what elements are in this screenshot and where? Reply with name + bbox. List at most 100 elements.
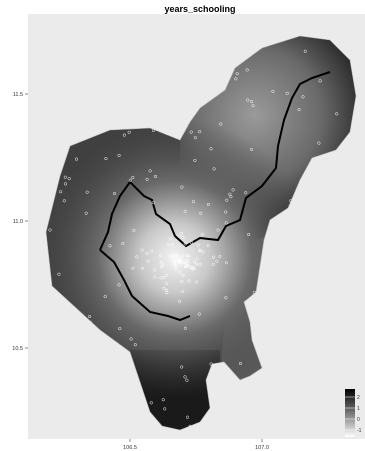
sample-point xyxy=(180,185,184,189)
sample-point xyxy=(145,177,149,181)
sample-point xyxy=(166,243,170,247)
sample-point xyxy=(158,254,163,258)
sample-point xyxy=(197,248,201,252)
sample-point xyxy=(171,258,175,262)
sample-point xyxy=(234,77,238,81)
sample-point xyxy=(176,259,181,263)
sample-point xyxy=(183,209,187,213)
district-boundary xyxy=(99,71,331,251)
sample-point xyxy=(184,264,188,268)
sample-point xyxy=(229,195,233,199)
sample-point xyxy=(62,199,66,203)
sample-point xyxy=(194,262,199,266)
sample-point xyxy=(198,130,202,134)
sample-point xyxy=(133,343,137,347)
sample-point xyxy=(185,378,189,382)
sample-point xyxy=(174,253,178,257)
sample-point xyxy=(161,398,165,402)
sample-point xyxy=(160,265,164,269)
sample-point xyxy=(178,260,182,264)
y-tick-label: 11.5 xyxy=(13,92,23,98)
sample-point xyxy=(211,255,216,259)
province-outline xyxy=(45,35,357,431)
sample-point xyxy=(67,177,71,181)
sample-point xyxy=(180,280,184,284)
sample-point xyxy=(185,415,190,419)
sample-point xyxy=(59,190,63,194)
sample-point xyxy=(318,79,322,83)
sample-point xyxy=(209,147,213,151)
sample-point xyxy=(178,299,182,304)
sample-point xyxy=(285,91,289,95)
sample-point xyxy=(212,167,216,171)
sample-point xyxy=(135,255,139,259)
sample-point xyxy=(84,211,88,215)
sample-point xyxy=(117,283,121,287)
sample-point xyxy=(250,147,254,152)
sample-point xyxy=(159,276,163,280)
x-tick-label: 106.5 xyxy=(123,445,137,451)
sample-point xyxy=(131,175,135,180)
sample-point xyxy=(85,190,89,194)
sample-point xyxy=(303,49,307,53)
y-axis: 11.5 11.0 10.5 xyxy=(12,92,28,352)
legend-colorbar xyxy=(345,389,355,437)
sample-point xyxy=(146,259,150,263)
sample-point xyxy=(128,178,132,182)
sample-point xyxy=(297,108,301,112)
sample-point xyxy=(148,169,152,173)
sample-point xyxy=(187,279,191,283)
sample-point xyxy=(74,157,79,161)
legend-label: 1 xyxy=(357,406,360,412)
sample-point xyxy=(179,231,184,235)
sample-point xyxy=(206,202,210,206)
sample-point xyxy=(335,112,339,116)
sample-point xyxy=(231,188,235,192)
y-tick-label: 10.5 xyxy=(12,346,23,352)
sample-point xyxy=(192,266,196,270)
sample-point xyxy=(218,255,222,259)
sample-point xyxy=(190,265,194,269)
sample-point xyxy=(150,249,154,253)
sample-point xyxy=(245,68,249,72)
sample-point xyxy=(193,158,197,163)
sample-point xyxy=(181,289,185,294)
sample-point xyxy=(235,72,239,76)
legend-label: 0 xyxy=(357,417,360,423)
sample-point xyxy=(224,210,228,214)
sample-point xyxy=(188,265,192,269)
sample-point xyxy=(246,98,250,102)
sample-point xyxy=(129,337,133,341)
sample-point xyxy=(117,153,121,158)
x-tick-label: 107.0 xyxy=(255,445,269,451)
sample-point xyxy=(153,275,157,279)
sample-point xyxy=(189,130,193,134)
sample-point xyxy=(162,286,166,290)
sample-point xyxy=(301,95,305,99)
sample-point xyxy=(219,122,223,126)
sample-point xyxy=(63,175,67,179)
sample-point xyxy=(174,255,179,259)
sample-point xyxy=(153,268,157,272)
sample-point xyxy=(201,250,205,254)
sample-point xyxy=(131,266,135,270)
sample-point xyxy=(247,232,251,237)
sample-point xyxy=(216,228,220,232)
sample-point xyxy=(174,267,178,271)
sample-point xyxy=(224,221,228,225)
sample-point xyxy=(185,254,189,258)
sample-point xyxy=(112,191,117,196)
sample-point xyxy=(193,136,197,140)
sample-point xyxy=(224,296,228,300)
legend-label: 2 xyxy=(357,395,360,401)
sample-point xyxy=(211,262,215,266)
sample-point xyxy=(153,174,158,179)
x-axis: 106.5 107.0 xyxy=(123,439,269,451)
map-title: years_schooling xyxy=(164,4,235,14)
sample-point xyxy=(196,243,200,247)
sample-point xyxy=(191,200,195,204)
sample-point xyxy=(178,270,182,274)
sample-point xyxy=(108,244,112,248)
sample-point xyxy=(103,294,107,299)
